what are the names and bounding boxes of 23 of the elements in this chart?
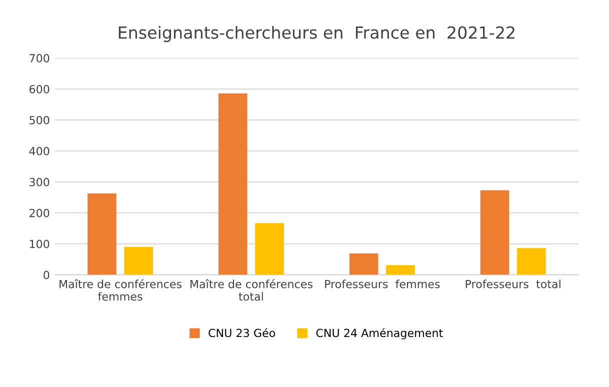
y-tick-label: 200 (30, 208, 50, 218)
x-tick-label: Maître de conférences total (190, 279, 312, 301)
y-tick-label: 300 (30, 178, 50, 186)
y-tick-label: 700 (30, 54, 50, 62)
bar (480, 190, 510, 275)
y-tick-label: 500 (30, 116, 50, 124)
x-tick-label: Professeurs femmes (325, 280, 440, 288)
bar (517, 248, 546, 275)
chart-title: Enseignants-chercheurs en France en 2021-22 (118, 26, 514, 42)
bar (349, 253, 378, 275)
y-tick-label: 400 (29, 146, 50, 156)
bar (255, 223, 284, 275)
legend-label: CNU 24 Aménagement (316, 328, 443, 340)
x-tick-label: Professeurs total (466, 280, 560, 288)
legend-label: CNU 23 Géo (208, 328, 276, 338)
y-tick-label: 0 (44, 270, 50, 280)
y-tick-label: 600 (30, 84, 50, 94)
bar (218, 93, 248, 275)
bar (124, 246, 154, 275)
bar (88, 193, 116, 275)
bar (386, 265, 415, 275)
y-tick-label: 100 (30, 240, 50, 248)
x-tick-label: Maître de conférences femmes (60, 279, 182, 301)
